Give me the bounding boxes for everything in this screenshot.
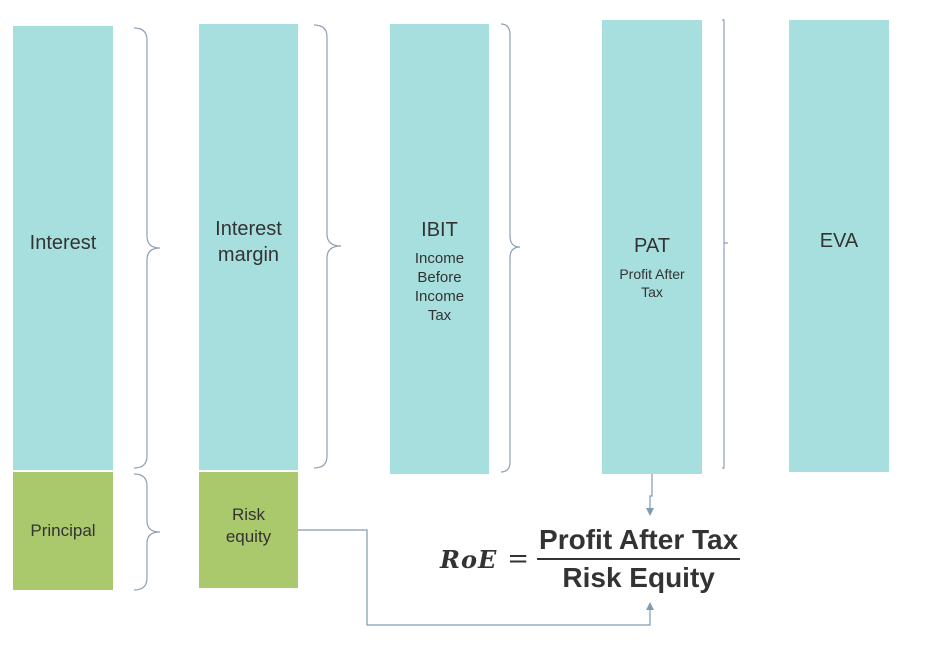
formula-fraction: Profit After Tax Risk Equity — [537, 524, 741, 594]
principal-block: Principal — [13, 472, 113, 590]
ibit-block: IBIT Income Before Income Tax — [390, 24, 489, 474]
principal-label: Principal — [30, 521, 96, 540]
brace-principal — [133, 473, 161, 591]
formula-equals: = — [507, 544, 530, 574]
interest-label: Interest — [29, 232, 97, 254]
arrow-risk-equity-to-denominator — [298, 529, 654, 626]
formula-denominator: Risk Equity — [562, 562, 715, 593]
pat-block: PAT Profit After Tax — [602, 20, 702, 474]
arrow-pat-to-numerator — [646, 474, 654, 516]
interest-block: Interest — [13, 26, 113, 470]
formula-numerator: Profit After Tax — [539, 524, 739, 555]
risk-equity-label: Risk equity — [225, 505, 272, 546]
roe-formula: RoE = Profit After Tax Risk Equity — [440, 524, 770, 594]
brace-ibit — [500, 23, 521, 473]
interest-margin-block: Interest margin — [199, 24, 298, 470]
risk-equity-block: Risk equity — [199, 472, 298, 588]
interest-margin-label: Interest margin — [215, 218, 282, 266]
pat-title: PAT — [634, 235, 670, 257]
brace-interest-margin — [313, 24, 342, 469]
formula-lhs: RoE — [440, 544, 498, 574]
pat-subtitle: Profit After Tax — [619, 266, 685, 300]
brace-pat — [722, 19, 728, 469]
ibit-title: IBIT — [421, 219, 458, 241]
fraction-bar — [537, 558, 741, 560]
brace-interest — [133, 27, 161, 469]
eva-block: EVA — [789, 20, 889, 472]
ibit-subtitle: Income Before Income Tax — [414, 250, 465, 324]
eva-label: EVA — [819, 230, 859, 252]
